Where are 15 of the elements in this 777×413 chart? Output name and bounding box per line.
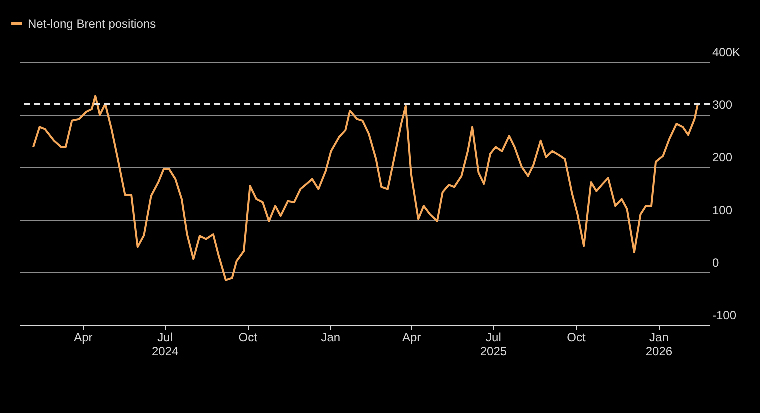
x-tick-label: Jan 2026 (646, 330, 673, 358)
x-tick-label: Oct (238, 330, 258, 344)
y-tick-label: 100 (712, 203, 733, 218)
x-tick-label: Oct (567, 330, 586, 344)
legend-label: Net-long Brent positions (28, 17, 156, 31)
y-tick-label: 400K (712, 46, 741, 60)
y-tick-label: 300 (712, 98, 733, 112)
x-tick-label: Jul 2025 (480, 330, 508, 358)
x-tick-label: Apr (74, 330, 93, 344)
x-tick-label: Apr (402, 330, 422, 344)
y-tick-label: -100 (712, 308, 737, 322)
x-tick-label: Jul 2024 (152, 330, 180, 358)
y-tick-label: 200 (712, 150, 733, 165)
x-tick-label: Jan (321, 330, 341, 344)
y-tick-label: 0 (712, 256, 720, 270)
